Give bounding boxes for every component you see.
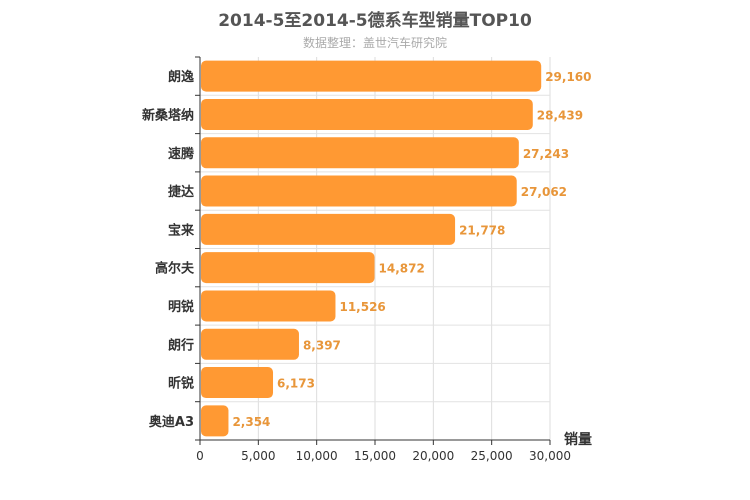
data-label: 27,243 [523,147,569,161]
x-tick-label: 20,000 [412,449,454,463]
x-tick-label: 5,000 [241,449,275,463]
bar [201,213,456,245]
x-tick-label: 0 [196,449,204,463]
data-label: 28,439 [537,108,583,122]
data-label: 14,872 [379,262,425,276]
category-label: 速腾 [168,146,195,162]
chart-subtitle: 数据整理：盖世汽车研究院 [302,36,447,50]
data-label: 6,173 [277,377,315,391]
x-tick-label: 25,000 [471,449,513,463]
data-label: 29,160 [545,70,591,84]
bar [201,405,229,437]
category-label: 宝来 [168,222,195,238]
bar [201,60,542,92]
bar [201,175,517,207]
category-label: 昕锐 [168,376,194,392]
data-label: 8,397 [303,338,341,352]
bar [201,367,274,399]
x-axis-title: 销量 [564,431,592,448]
bar [201,98,533,130]
bar [201,290,336,322]
category-label: 高尔夫 [155,261,195,277]
data-label: 2,354 [232,415,270,429]
category-label: 朗逸 [168,69,194,85]
x-tick-label: 15,000 [354,449,396,463]
bar [201,137,519,169]
category-label: 奥迪A3 [149,414,194,430]
bar [201,328,299,360]
x-tick-label: 30,000 [529,449,571,463]
bar [201,252,375,284]
category-label: 新桑塔纳 [142,107,194,123]
data-label: 11,526 [339,300,385,314]
chart-title: 2014-5至2014-5德系车型销量TOP10 [218,11,532,31]
x-tick-label: 10,000 [296,449,338,463]
category-label: 明锐 [168,299,194,315]
category-label: 朗行 [168,337,194,353]
data-label: 21,778 [459,223,505,237]
data-label: 27,062 [521,185,567,199]
category-label: 捷达 [168,184,194,200]
